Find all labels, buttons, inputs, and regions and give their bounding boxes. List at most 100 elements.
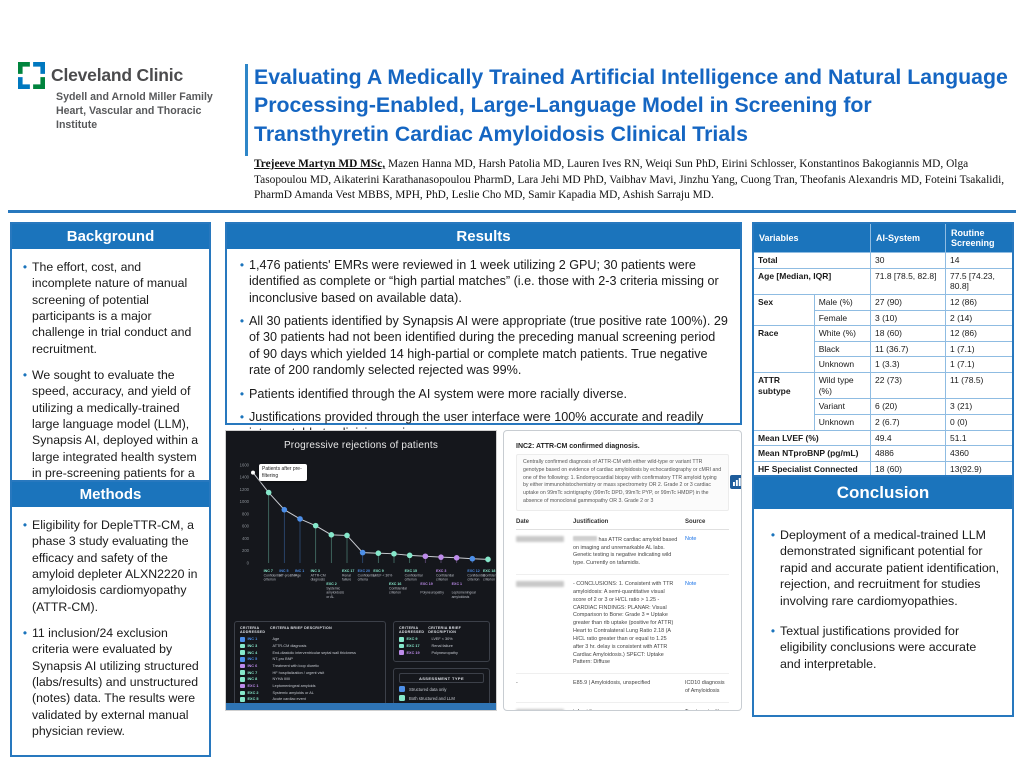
x-label-desc: Confidential (358, 573, 376, 577)
x-label-code: EXC 12 (467, 569, 479, 573)
conclusion-header: Conclusion (754, 477, 1012, 509)
criteria-legend-right: CRITERIA ADDRESSED CRITERIA BRIEF DESCRIP… (393, 621, 490, 663)
legend-col-header: CRITERIA BRIEF DESCRIPTION (270, 626, 332, 630)
bullet-text: Deployment of a medical-trained LLM demo… (780, 528, 1000, 608)
legend-col-header: CRITERIA ADDRESSED (240, 626, 266, 634)
synapsis-ui-panel: INC2: ATTR-CM confirmed diagnosis. Centr… (503, 430, 742, 711)
ai-system-cell: 71.8 [78.5, 82.8] (870, 267, 946, 295)
criteria-legend-row: EXC 2 Systemic amyloids or AL (240, 690, 380, 695)
ai-system-cell: 1 (3.3) (870, 356, 946, 373)
criteria-legend-row: EXC 19 Polyneuropathy (399, 650, 484, 655)
y-tick-label: 1400 (240, 475, 250, 480)
variable-cell: Race (752, 325, 815, 373)
redacted-date (516, 535, 564, 542)
assessment-label: Both structured and LLM (409, 695, 455, 701)
ai-system-cell: 3 (10) (870, 309, 946, 327)
criterion-title: INC2: ATTR-CM confirmed diagnosis. (516, 443, 640, 450)
data-point (359, 549, 366, 556)
note-link[interactable]: Note (685, 535, 697, 542)
data-point (485, 556, 491, 563)
assessment-swatch-icon (399, 686, 405, 693)
cleveland-clinic-mark-icon (18, 62, 45, 89)
criteria-legend-row: INC 8 NYHA II/III (240, 677, 380, 682)
y-tick-label: 1000 (240, 499, 250, 504)
logo-name: Cleveland Clinic (51, 65, 183, 85)
variable-cell: Sex (752, 293, 815, 327)
criteria-legend-row: INC 3 ATTR-CM diagnosis (240, 643, 380, 649)
title-divider (245, 64, 248, 156)
justification-cell: tafamidis (573, 709, 678, 710)
criteria-code: EXC 1 (247, 684, 259, 689)
criteria-description: Renal failure (431, 643, 453, 648)
bullet-text: All 30 patients identified by Synapsis A… (249, 314, 728, 378)
table-row: Race White (%) 18 (60) 12 (86) (752, 325, 1014, 373)
criteria-code: EXC 19 (406, 650, 420, 655)
x-label-desc: criteria (358, 578, 368, 582)
routine-screening-cell: 0 (0) (945, 413, 1014, 431)
bullet-item: • The effort, cost, and incomplete nature… (18, 259, 201, 357)
x-label-code: INC 3 (311, 569, 320, 573)
bullet-icon: • (770, 528, 776, 542)
criteria-code: INC 7 (247, 670, 258, 675)
bullet-icon: • (22, 260, 28, 274)
assessment-label: Structured data only (409, 686, 447, 692)
data-point (391, 551, 397, 557)
x-label-desc: Age (295, 573, 301, 577)
table-row: Total 30 14 (752, 252, 1014, 269)
criteria-legend-row: EXC 9 LVEF < 30% (399, 637, 484, 642)
x-label-desc: NT-proBNP (279, 573, 297, 577)
table-row: Age [Median, IQR] 71.8 [78.5, 82.8] 77.5 [… (752, 267, 1014, 295)
date-cell (516, 581, 566, 667)
variable-sub-cell: Black (813, 340, 872, 358)
logo-subtitle: Sydell and Arnold Miller Family Heart, V… (56, 91, 243, 132)
chart-button[interactable] (730, 475, 741, 489)
table-column-header: AI-System (870, 222, 946, 253)
criteria-legend-row: INC 5 NT-pro BNP (240, 657, 380, 662)
criteria-code: INC 1 (247, 637, 258, 642)
x-label-desc: Confidential (467, 573, 485, 577)
x-label-desc: criterion (483, 578, 495, 582)
criterion-description: Centrally confirmed diagnosis of ATTR-CM… (516, 454, 729, 511)
y-tick-label: 200 (242, 548, 250, 553)
bullet-icon: • (22, 368, 28, 383)
criteria-swatch-icon (240, 663, 245, 669)
variable-cell: Mean NTproBNP (pg/mL) (752, 445, 871, 462)
criteria-description: Age (272, 637, 280, 642)
criteria-legend-row: INC 6 Treatment with loop diuretic (240, 663, 380, 669)
y-tick-label: 1600 (240, 462, 250, 467)
x-label-code: INC 5 (279, 569, 288, 573)
data-point (453, 554, 460, 561)
criteria-swatch-icon (240, 657, 245, 662)
x-label-desc: failure (342, 578, 351, 582)
routine-screening-cell: 51.1 (945, 429, 1014, 447)
criteria-code: EXC 2 (247, 690, 259, 695)
data-point (422, 553, 429, 560)
x-label-desc: criterion (467, 578, 479, 582)
bullet-text: Textual justifications provided for elig… (780, 623, 977, 671)
data-point (251, 470, 255, 475)
methods-bullets: • Eligibility for DepleTTR-CM, a phase 3 … (12, 507, 209, 755)
x-label-code: EXC 9 (373, 569, 383, 573)
justification-table: has ATTR cardiac amyloid based on imagin… (516, 530, 729, 710)
ai-system-cell: 4886 (870, 445, 946, 462)
justification-cell: has ATTR cardiac amyloid based on imagin… (573, 535, 678, 567)
criteria-swatch-icon (240, 670, 245, 675)
criteria-description: NYHA II/III (272, 677, 291, 682)
criteria-swatch-icon (240, 697, 245, 702)
y-tick-label: 1200 (240, 487, 250, 492)
criteria-swatch-icon (399, 643, 404, 649)
criteria-swatch-icon (240, 643, 245, 649)
note-link[interactable]: Note (685, 581, 697, 588)
bullet-text: 11 inclusion/24 exclusion criteria were … (32, 626, 199, 739)
ui-table-column-header: Justification (573, 518, 609, 525)
bullet-item: • Eligibility for DepleTTR-CM, a phase 3 … (18, 517, 201, 615)
date-cell (516, 708, 566, 710)
table-row: Mean NTproBNP (pg/mL) 4886 4360 (752, 445, 1014, 462)
results-bullets: • 1,476 patients' EMRs were reviewed in 1… (227, 249, 740, 453)
x-label-desc: diagnosis (311, 578, 326, 582)
background-header: Background (12, 224, 209, 249)
data-point (375, 550, 382, 556)
justification-cell: E85.9 | Amyloidosis, unspecified (573, 680, 651, 687)
criteria-code: INC 8 (247, 677, 258, 682)
